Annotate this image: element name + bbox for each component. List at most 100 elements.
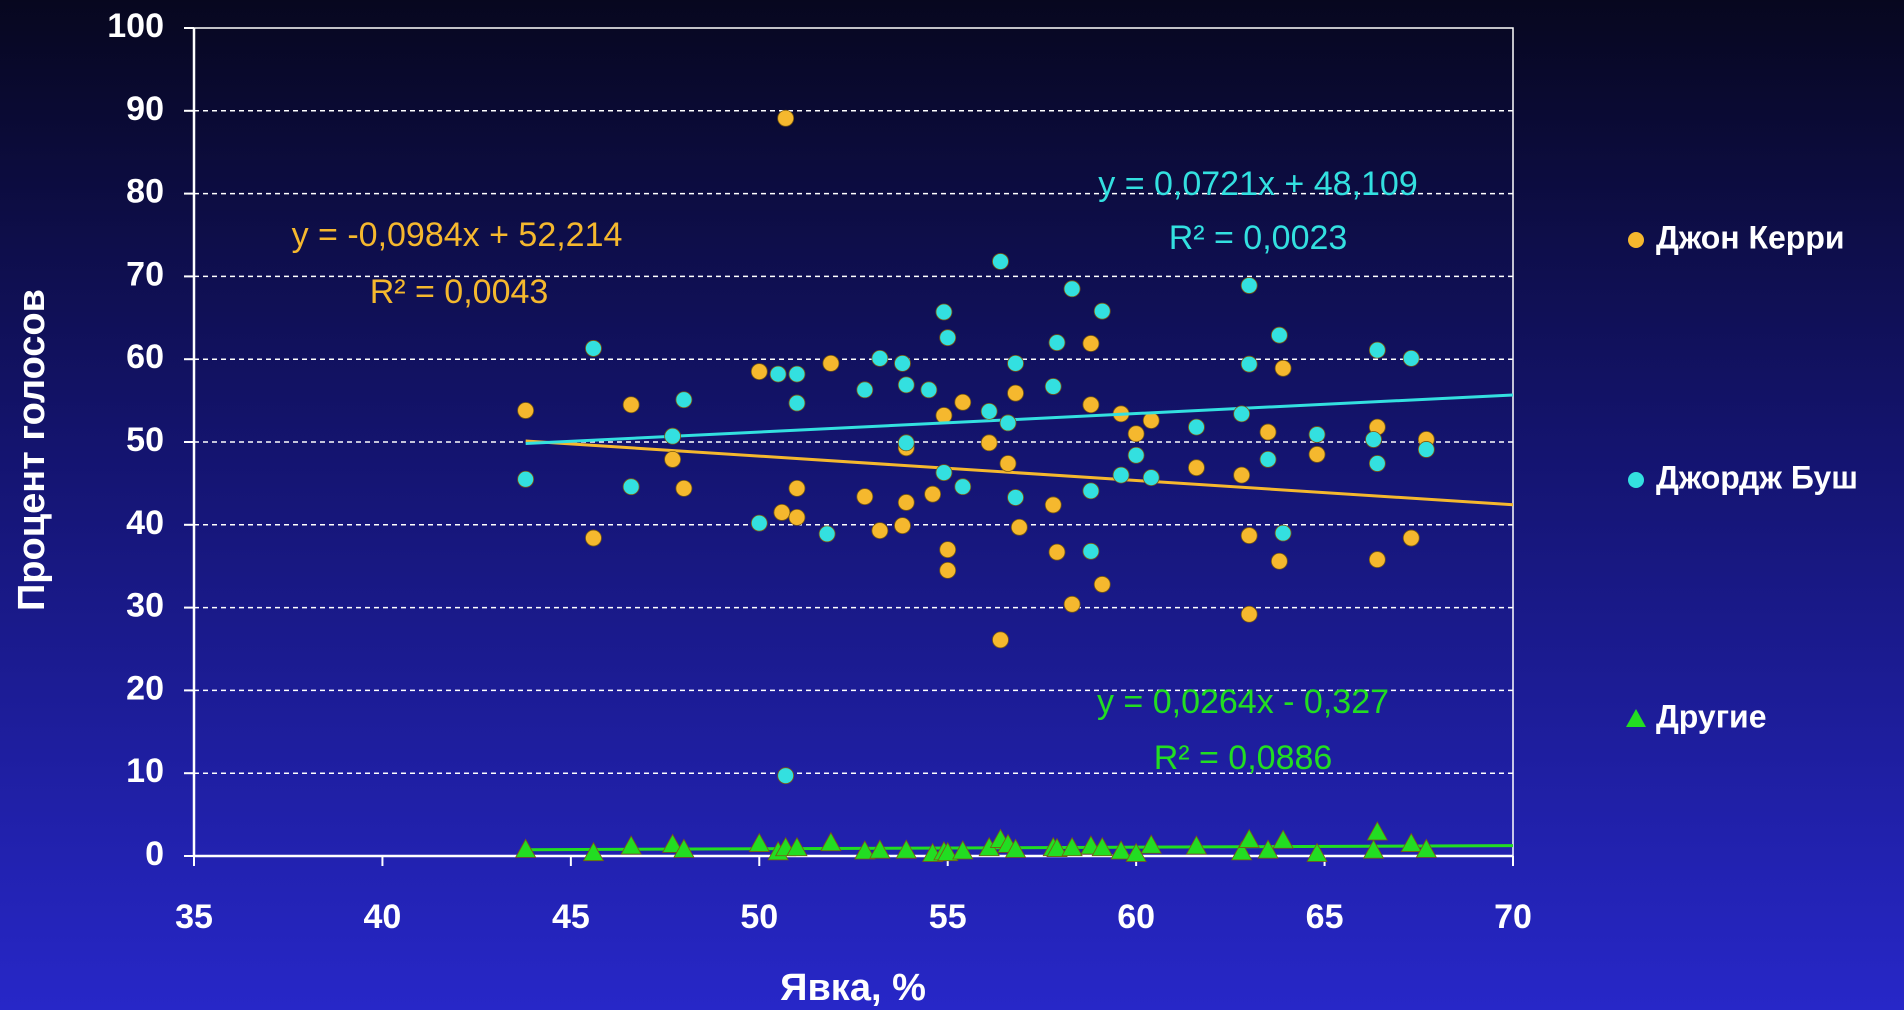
r-squared: R² = 0,0023 <box>1169 219 1348 257</box>
marker <box>1127 425 1145 443</box>
marker <box>897 494 915 511</box>
marker <box>1240 605 1258 623</box>
legend-marker <box>1628 472 1644 488</box>
y-tick-label: 20 <box>126 669 164 707</box>
y-tick-label: 70 <box>126 255 164 293</box>
marker <box>1233 405 1251 423</box>
marker <box>954 393 972 411</box>
marker <box>818 525 836 543</box>
marker <box>1140 834 1162 854</box>
marker <box>582 841 605 862</box>
x-tick-label: 40 <box>364 898 402 936</box>
marker <box>1366 821 1389 841</box>
marker <box>1368 551 1386 568</box>
marker <box>1308 426 1326 443</box>
x-tick-label: 50 <box>740 898 778 936</box>
marker <box>664 450 682 468</box>
x-tick-label: 70 <box>1494 898 1532 936</box>
y-tick-label: 50 <box>126 421 164 459</box>
marker <box>622 396 640 414</box>
marker <box>1046 837 1068 857</box>
marker <box>1362 839 1385 859</box>
marker <box>664 427 682 445</box>
marker <box>1274 524 1292 542</box>
marker <box>1007 354 1024 372</box>
x-tick-label: 55 <box>929 898 967 936</box>
r-squared: R² = 0,0886 <box>1154 739 1333 777</box>
marker <box>1112 466 1130 484</box>
y-tick-label: 90 <box>126 90 164 128</box>
marker <box>820 831 842 852</box>
marker <box>1368 455 1386 472</box>
marker <box>1306 842 1328 862</box>
marker <box>622 478 640 496</box>
x-tick-label: 35 <box>175 898 213 936</box>
marker <box>980 402 998 420</box>
marker <box>1142 469 1160 487</box>
y-tick-label: 60 <box>126 338 164 376</box>
legend-label: Джордж Буш <box>1656 459 1858 495</box>
marker <box>1142 412 1160 429</box>
marker <box>897 434 915 452</box>
marker <box>939 329 957 347</box>
marker <box>1044 378 1062 395</box>
marker <box>935 303 953 321</box>
y-tick-label: 100 <box>107 7 164 45</box>
legend-marker <box>1628 232 1644 248</box>
marker <box>1125 842 1147 862</box>
marker <box>1274 359 1292 377</box>
x-axis-title: Явка, % <box>780 967 926 1009</box>
marker <box>871 522 889 539</box>
marker <box>1063 595 1081 613</box>
marker <box>514 838 537 858</box>
marker <box>1007 489 1024 506</box>
marker <box>788 365 806 383</box>
marker <box>954 478 972 496</box>
marker <box>1048 543 1066 561</box>
marker <box>980 434 998 452</box>
marker <box>952 840 974 860</box>
marker <box>1233 466 1251 484</box>
marker <box>894 517 911 535</box>
y-tick-label: 80 <box>126 173 164 211</box>
trend-equation: y = 0,0721x + 48,109 <box>1098 165 1417 203</box>
marker <box>1188 418 1205 436</box>
marker <box>939 561 957 579</box>
marker <box>748 832 770 852</box>
marker <box>871 349 889 367</box>
marker <box>939 541 957 559</box>
marker <box>620 835 642 855</box>
marker <box>788 479 806 497</box>
marker <box>856 381 874 399</box>
marker <box>1110 840 1132 860</box>
marker <box>1368 341 1386 359</box>
marker <box>924 485 942 503</box>
trendline <box>525 439 1514 507</box>
marker <box>1127 446 1145 464</box>
y-tick-label: 10 <box>126 752 164 790</box>
marker <box>1257 839 1279 859</box>
legend-marker <box>1626 709 1646 727</box>
marker <box>822 354 840 372</box>
legend-label: Джон Керри <box>1656 219 1845 255</box>
marker <box>788 508 806 526</box>
marker <box>517 470 535 488</box>
y-axis-title: Процент голосов <box>11 289 53 611</box>
marker <box>856 488 874 506</box>
marker <box>750 514 768 532</box>
marker <box>1061 836 1083 857</box>
marker <box>1091 836 1113 857</box>
marker <box>1270 326 1288 344</box>
trend-equation: y = 0,0264x - 0,327 <box>1097 683 1389 721</box>
marker <box>1240 277 1258 294</box>
legend-label: Другие <box>1656 698 1767 734</box>
r-squared: R² = 0,0043 <box>370 273 549 311</box>
marker <box>854 840 876 860</box>
marker <box>777 767 795 785</box>
marker <box>935 407 953 424</box>
marker <box>1063 280 1081 298</box>
marker <box>517 402 535 419</box>
marker <box>1308 446 1326 463</box>
marker <box>999 455 1017 472</box>
